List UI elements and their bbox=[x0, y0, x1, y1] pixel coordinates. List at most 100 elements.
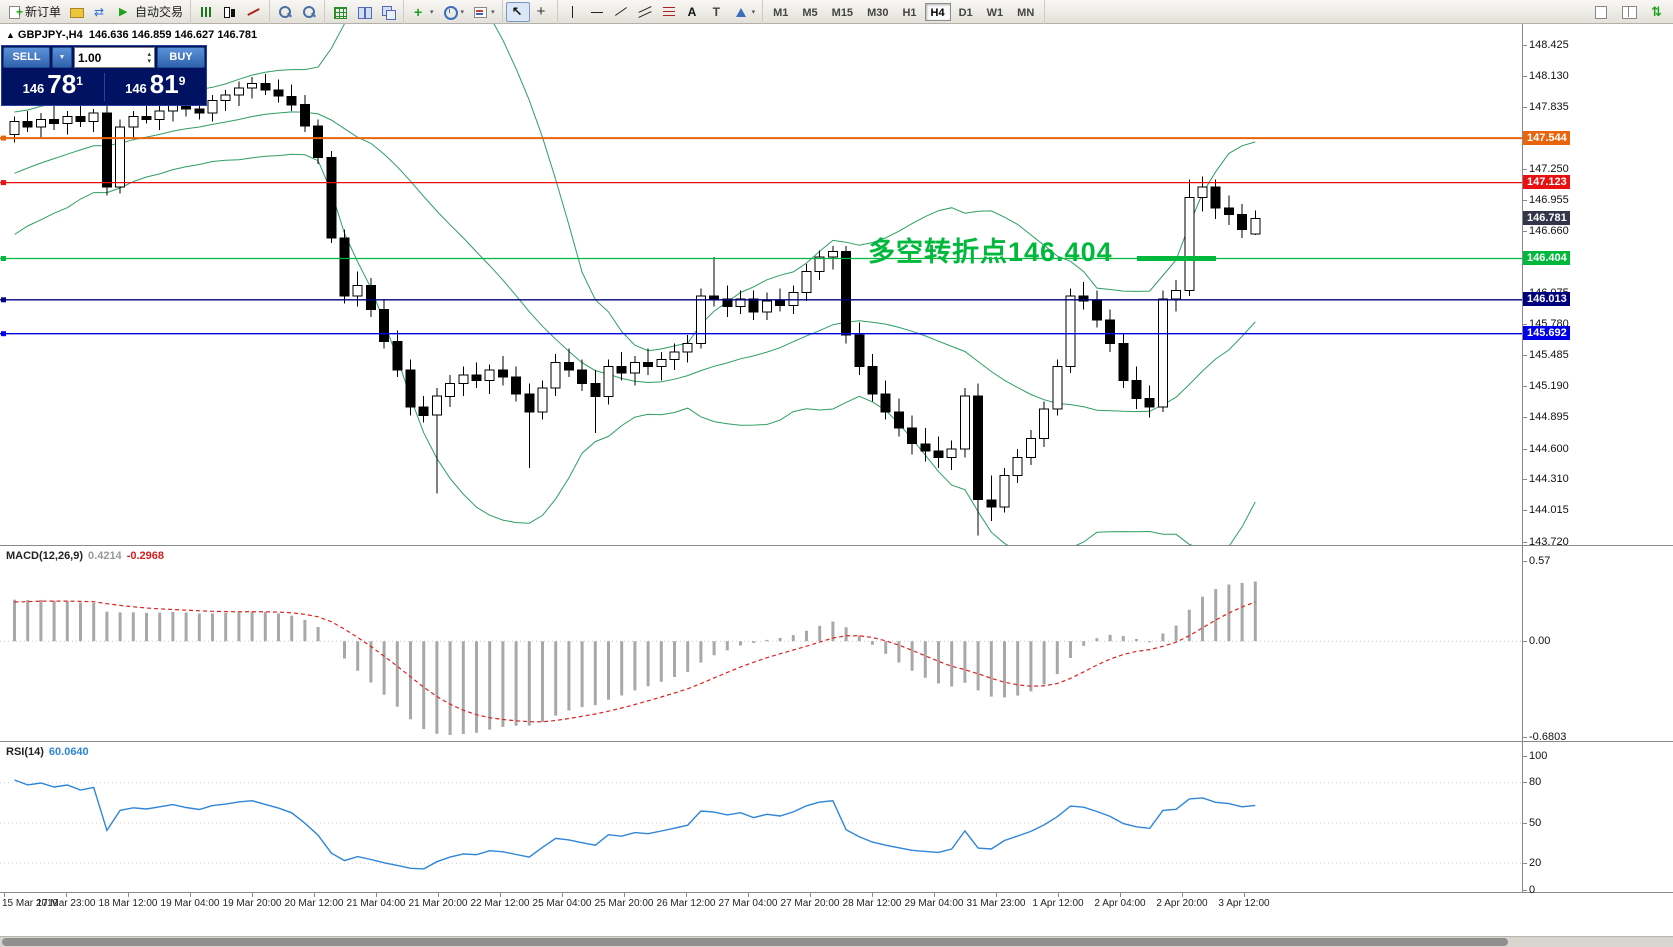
axis-label: 144.310 bbox=[1529, 473, 1569, 486]
timeframe-h4[interactable]: H4 bbox=[924, 2, 951, 21]
zoom-in-icon bbox=[277, 4, 293, 20]
rsi-separator[interactable] bbox=[0, 741, 1673, 742]
macd-panel[interactable] bbox=[0, 546, 1522, 741]
text-button[interactable] bbox=[681, 2, 705, 22]
autotrading-label: 自动交易 bbox=[135, 5, 184, 19]
timeframe-d1[interactable]: D1 bbox=[958, 6, 973, 19]
zoom-out-button[interactable] bbox=[297, 2, 321, 22]
time-axis-label: 2 Apr 20:00 bbox=[1156, 898, 1208, 909]
price-chart[interactable] bbox=[0, 24, 1522, 545]
new-order-button[interactable]: 新订单 bbox=[3, 2, 65, 22]
macd-separator[interactable] bbox=[0, 545, 1673, 546]
rsi-panel[interactable] bbox=[0, 742, 1522, 892]
volume-value: 1.00 bbox=[78, 50, 102, 65]
timeframe-mn[interactable]: MN bbox=[1017, 6, 1035, 19]
new-order-icon bbox=[7, 4, 23, 20]
timeframe-m30[interactable]: M30 bbox=[867, 6, 889, 19]
time-axis-separator bbox=[0, 892, 1673, 893]
bar-chart-mode-button[interactable] bbox=[194, 2, 218, 22]
vertical-line-button[interactable] bbox=[561, 2, 585, 22]
autotrading-button[interactable]: 自动交易 bbox=[113, 2, 187, 22]
chart-icon: ▲ bbox=[6, 30, 15, 40]
macd-axis: 0.57 0.00 -0.6803 bbox=[1523, 546, 1673, 743]
time-axis-tick bbox=[376, 893, 377, 897]
fibonacci-retracement-button[interactable] bbox=[657, 2, 681, 22]
volume-up-icon[interactable]: ▴ bbox=[147, 50, 151, 58]
time-axis-tick bbox=[66, 893, 67, 897]
zoom-in-button[interactable] bbox=[273, 2, 297, 22]
axis-tick bbox=[1523, 822, 1527, 824]
fibonacci-retracement-icon bbox=[661, 4, 677, 20]
scrollbar-thumb[interactable] bbox=[2, 938, 1508, 946]
horizontal-line-button[interactable] bbox=[585, 2, 609, 22]
line-chart-mode-icon bbox=[246, 4, 262, 20]
axis-tick bbox=[1523, 889, 1527, 891]
equidistant-channel-button[interactable] bbox=[633, 2, 657, 22]
chevron-down-icon: ▾ bbox=[430, 8, 434, 16]
time-axis-tick bbox=[562, 893, 563, 897]
time-axis-label: 27 Mar 20:00 bbox=[780, 898, 840, 909]
time-axis-tick bbox=[190, 893, 191, 897]
chevron-down-icon: ▾ bbox=[491, 8, 495, 16]
chart-annotation-text[interactable]: 多空转折点146.404 bbox=[868, 237, 1113, 267]
crosshair-button[interactable] bbox=[530, 2, 554, 22]
time-axis-tick bbox=[624, 893, 625, 897]
trade-controls-row: SELL ▼ 1.00 ▴ ▾ BUY bbox=[2, 46, 206, 69]
rsi-line bbox=[14, 779, 1256, 870]
templates-button[interactable]: ▾ bbox=[468, 2, 499, 22]
cursor-button[interactable] bbox=[505, 1, 530, 22]
time-axis-label: 18 Mar 12:00 bbox=[98, 898, 158, 909]
auto-scroll-button[interactable] bbox=[1645, 2, 1669, 22]
sell-price[interactable]: 146 781 bbox=[22, 69, 83, 99]
toolbar-group: ▾ ▾ ▾ bbox=[404, 0, 503, 24]
periods-button[interactable]: ▾ bbox=[438, 2, 469, 22]
candlestick-series bbox=[9, 74, 1261, 536]
axis-tick bbox=[1523, 560, 1527, 562]
text-label-icon bbox=[709, 4, 725, 20]
text-label-button[interactable] bbox=[705, 2, 729, 22]
toolbar-groups: 新订单 自动交易 ▾ ▾ ▾ ▾ M1 M5 M15 M30 H1 H4 D1 W1 MN bbox=[0, 0, 1046, 24]
axis-tick bbox=[1523, 541, 1527, 543]
volume-input[interactable]: 1.00 ▴ ▾ bbox=[74, 47, 155, 68]
timeframe-m1[interactable]: M1 bbox=[773, 6, 789, 19]
timeframe-m15[interactable]: M15 bbox=[831, 6, 854, 19]
axis-label: 146.955 bbox=[1529, 193, 1569, 206]
new-chart-button[interactable] bbox=[1589, 2, 1613, 22]
buy-price[interactable]: 146 819 bbox=[125, 69, 186, 99]
trendline-button[interactable] bbox=[609, 2, 633, 22]
price-divider bbox=[103, 72, 105, 101]
ohlc-values: 146.636 146.859 146.627 146.781 bbox=[88, 29, 258, 41]
horizontal-scrollbar[interactable] bbox=[0, 936, 1673, 947]
axis-label: 0.00 bbox=[1529, 634, 1551, 647]
buy-button[interactable]: BUY bbox=[157, 47, 205, 68]
tile-windows-button[interactable] bbox=[352, 2, 376, 22]
cascade-windows-button[interactable] bbox=[376, 2, 400, 22]
order-type-dropdown[interactable]: ▼ bbox=[52, 47, 72, 68]
time-axis-label: 28 Mar 12:00 bbox=[842, 898, 902, 909]
candle-chart-mode-button[interactable] bbox=[218, 2, 242, 22]
axis-label: 147.835 bbox=[1529, 100, 1569, 113]
periods-icon bbox=[442, 4, 458, 20]
window-layout-button[interactable] bbox=[1617, 2, 1641, 22]
indicators-button[interactable]: ▾ bbox=[407, 2, 438, 22]
charts-profile-button[interactable] bbox=[65, 2, 89, 22]
time-axis-tick bbox=[934, 893, 935, 897]
sell-button[interactable]: SELL bbox=[3, 47, 50, 68]
time-axis-tick bbox=[4, 893, 5, 897]
time-axis-tick bbox=[252, 893, 253, 897]
zoom-out-icon bbox=[301, 4, 317, 20]
line-chart-mode-button[interactable] bbox=[242, 2, 266, 22]
volume-down-icon[interactable]: ▾ bbox=[147, 57, 151, 65]
toolbar-right bbox=[1589, 0, 1669, 24]
timeframe-h1[interactable]: H1 bbox=[902, 6, 917, 19]
axis-tick bbox=[1523, 75, 1527, 77]
price-axis: 148.425148.130147.835147.540147.250146.9… bbox=[1523, 24, 1673, 548]
timeframe-w1[interactable]: W1 bbox=[986, 6, 1004, 19]
data-window-button[interactable] bbox=[89, 2, 113, 22]
arrows-button[interactable]: ▾ bbox=[729, 2, 760, 22]
charts-profile-icon bbox=[69, 4, 85, 20]
horizontal-lines[interactable] bbox=[0, 135, 1522, 337]
grid-button[interactable] bbox=[328, 2, 352, 22]
timeframe-m5[interactable]: M5 bbox=[802, 6, 818, 19]
rsi-label: RSI(14) 60.0640 bbox=[6, 746, 89, 758]
